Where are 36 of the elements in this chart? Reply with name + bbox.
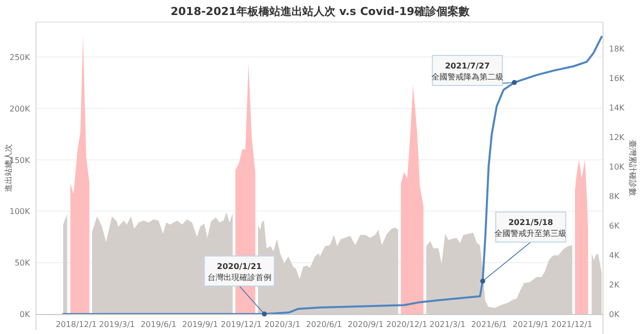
x-tick-label: 2021/3/1 [429, 320, 466, 329]
x-tick-label: 2019/9/1 [182, 320, 218, 329]
x-tick-label: 2019/3/1 [98, 320, 135, 329]
y-tick-label: 250K [9, 52, 31, 62]
annotation: 2021/7/27 全國警戒降為第二級 [431, 61, 504, 82]
x-tick-label: 2021/9/1 [512, 320, 549, 329]
y-tick-label: 200K [9, 104, 31, 114]
point [480, 278, 486, 284]
x-tick-label: 2020/6/1 [306, 320, 342, 329]
annotation: 2020/1/21 台灣出現確診首例 [207, 262, 272, 282]
y2-tick-label: 18K [609, 44, 626, 54]
x-tick-label: 2019/12/1 [220, 320, 262, 329]
point [262, 312, 267, 316]
y2-tick-label: 2K [609, 280, 620, 290]
y2-tick-label: 8K [609, 192, 620, 202]
y2-axis-title: 臺灣累計確診數 [628, 140, 637, 196]
x-tick-label: 2020/3/1 [264, 320, 300, 329]
y2-tick-label: 6K [609, 222, 620, 231]
y2-tick-label: 0K [609, 310, 620, 319]
y2-tick-label: 10K [609, 162, 626, 172]
x-tick-label: 2020/12/1 [386, 320, 428, 329]
chart-title: 2018-2021年板橋站進出站人次 v.s Covid-19確診個案數 [170, 5, 470, 18]
y-tick-label: 100K [9, 207, 31, 216]
x-tick-label: 2020/9/1 [348, 320, 384, 329]
y2-tick-label: 4K [609, 251, 620, 260]
x-tick-label: 2021/12/1 [551, 320, 592, 329]
y2-tick-label: 12K [609, 133, 626, 142]
annotation: 2021/5/18 全國警戒升至第三級 [494, 218, 567, 238]
y2-tick-label: 14K [609, 104, 626, 113]
y2-tick-label: 16K [609, 74, 626, 84]
x-tick-label: 2019/6/1 [140, 320, 176, 329]
point [512, 80, 517, 85]
x-tick-label: 2021/6/1 [471, 320, 508, 329]
x-tick-label: 2018/12/1 [56, 320, 97, 329]
y-tick-label: 0K [20, 310, 31, 319]
y-tick-label: 50K [14, 258, 31, 268]
